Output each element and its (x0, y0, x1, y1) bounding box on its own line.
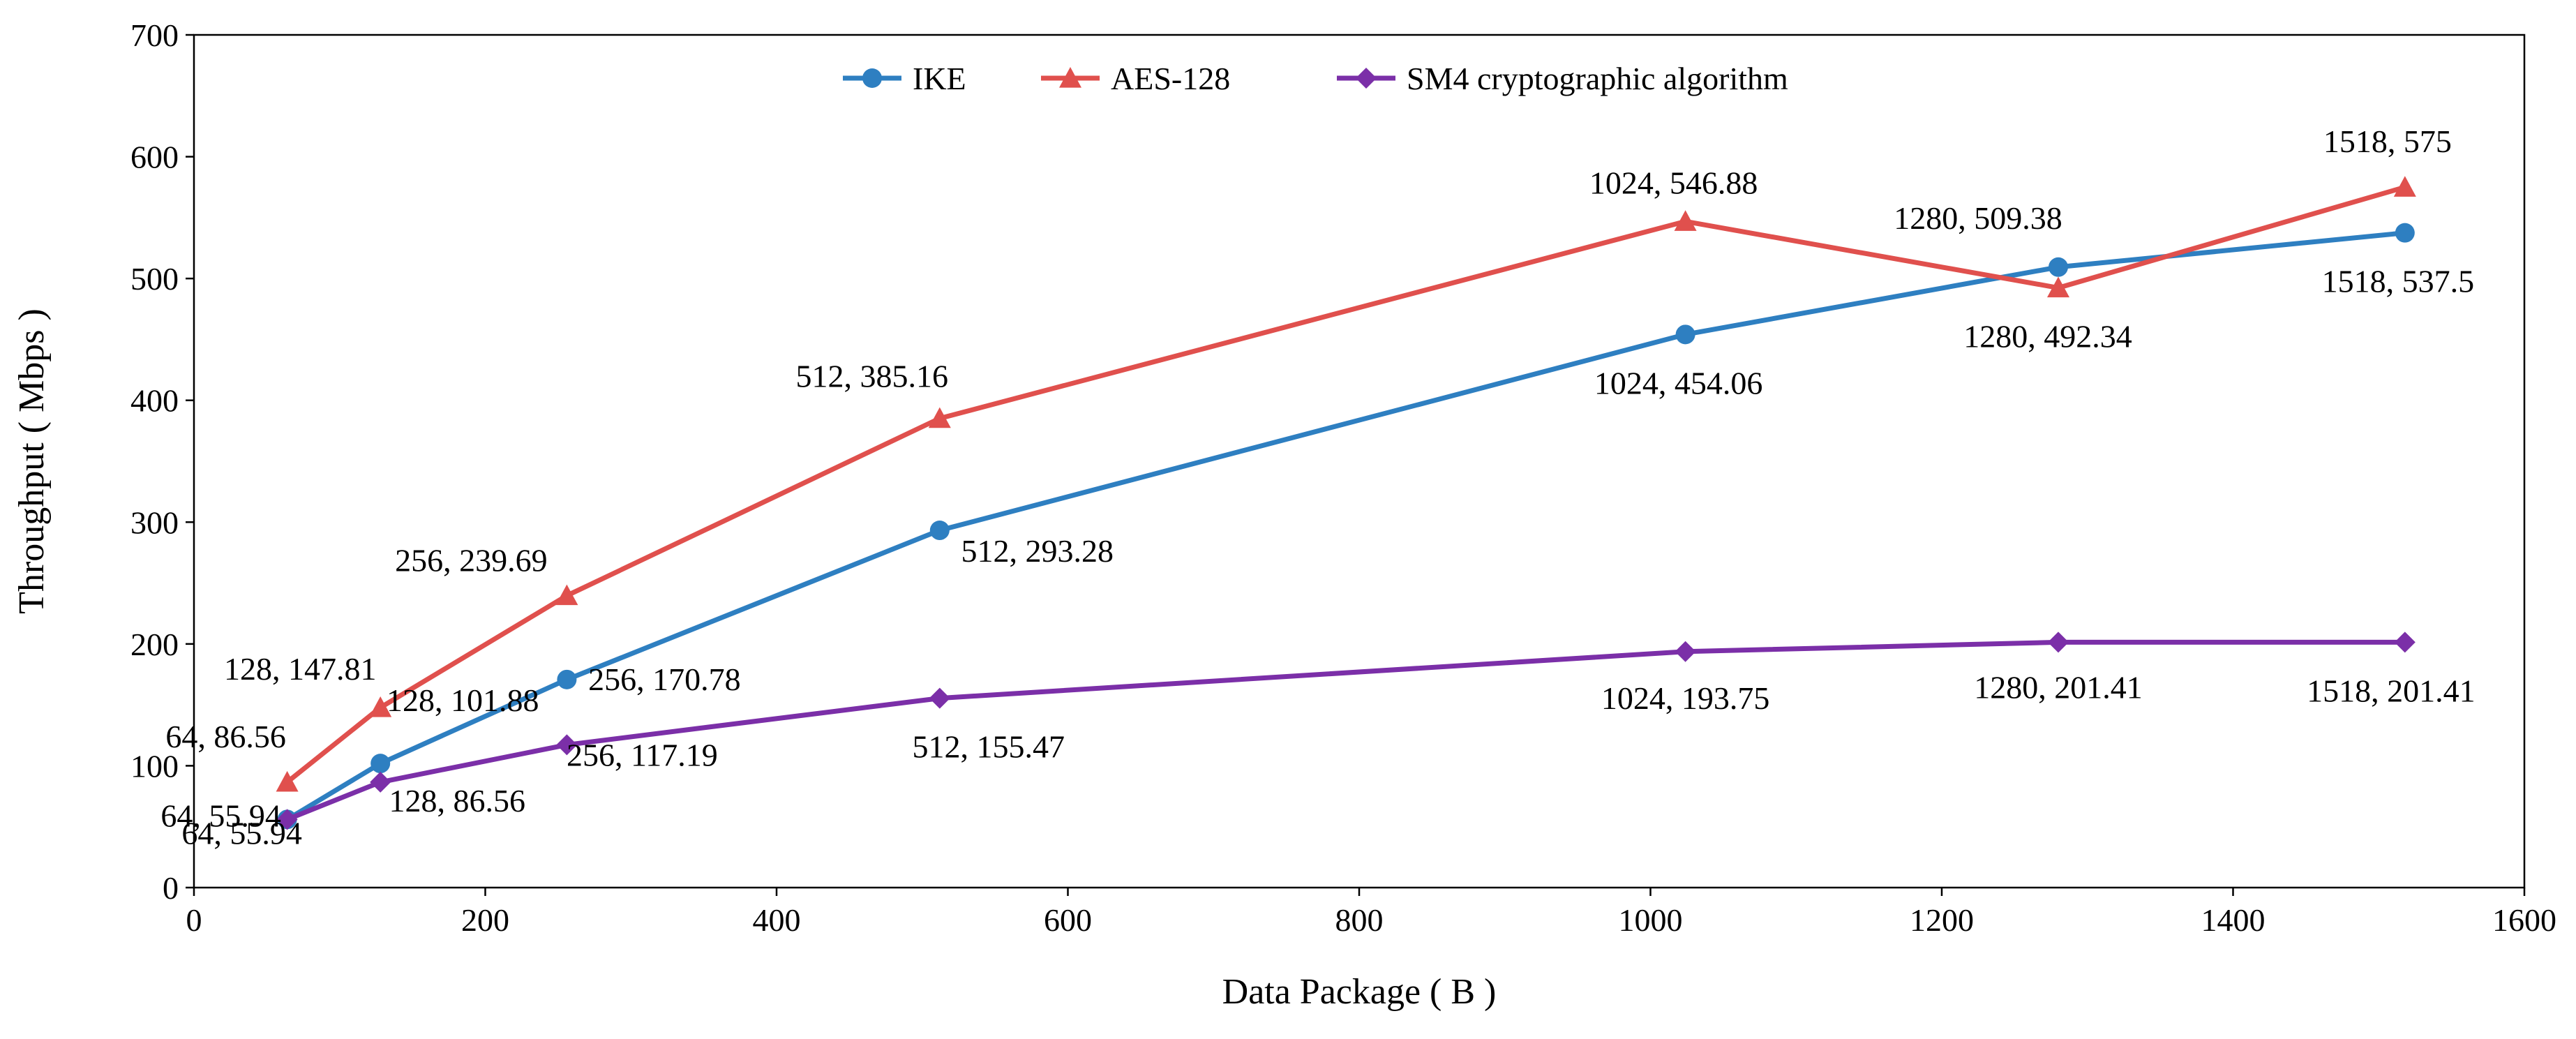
x-tick-label: 400 (753, 902, 801, 938)
legend-marker-ike (862, 68, 882, 88)
data-point-ike (929, 521, 950, 541)
x-tick-label: 200 (461, 902, 509, 938)
legend-marker-sm4 (1356, 68, 1377, 89)
y-tick-label: 700 (130, 17, 179, 53)
data-point-sm4 (2048, 631, 2069, 653)
data-label-aes-128: 1024, 546.88 (1589, 165, 1758, 200)
data-label-ike: 1518, 537.5 (2322, 264, 2475, 299)
data-point-sm4 (370, 771, 391, 793)
data-label-sm4: 128, 86.56 (389, 783, 525, 819)
legend-label-ike: IKE (913, 61, 966, 96)
data-label-ike: 256, 170.78 (588, 661, 741, 697)
data-label-aes-128: 1518, 575 (2323, 124, 2452, 159)
data-label-aes-128: 64, 86.56 (165, 719, 286, 754)
data-point-aes-128 (2047, 276, 2069, 298)
data-label-ike: 1024, 454.06 (1594, 365, 1763, 401)
legend-item-sm4: SM4 cryptographic algorithm (1337, 61, 1788, 96)
data-point-aes-128 (928, 407, 951, 428)
series-layer (276, 176, 2416, 830)
legend-item-aes-128: AES-128 (1041, 61, 1230, 96)
data-label-ike: 64, 55.94 (181, 815, 302, 851)
series-aes-128 (276, 176, 2416, 792)
data-label-ike: 1280, 509.38 (1894, 200, 2062, 236)
y-tick-label: 500 (130, 261, 179, 297)
legend-item-ike: IKE (843, 61, 966, 96)
data-label-aes-128: 128, 147.81 (224, 651, 377, 687)
data-labels: 64, 55.94 128, 101.88 256, 170.78 512, 293.… (160, 124, 2475, 851)
data-point-sm4 (1675, 641, 1696, 662)
data-point-aes-128 (276, 770, 299, 792)
legend-marker-aes-128 (1059, 67, 1081, 88)
y-tick-label: 300 (130, 504, 179, 540)
data-label-aes-128: 256, 239.69 (395, 543, 548, 578)
y-tick-label: 600 (130, 140, 179, 175)
data-point-ike (370, 754, 391, 774)
data-label-sm4: 512, 155.47 (913, 729, 1065, 765)
data-label-sm4: 1280, 201.41 (1974, 669, 2143, 705)
data-label-sm4: 64, 55.94 (160, 798, 281, 833)
data-point-ike (2395, 223, 2415, 243)
data-label-sm4: 1024, 193.75 (1601, 680, 1770, 716)
data-label-ike: 512, 293.28 (961, 533, 1114, 569)
data-point-ike (557, 669, 577, 689)
y-axis-title: Throughput ( Mbps ) (12, 308, 52, 614)
data-point-aes-128 (2393, 176, 2416, 197)
data-label-aes-128: 512, 385.16 (796, 359, 949, 394)
y-tick-label: 0 (163, 870, 179, 906)
x-axis-title: Data Package ( B ) (1222, 972, 1497, 1012)
data-point-ike (1675, 324, 1695, 345)
legend-label-sm4: SM4 cryptographic algorithm (1407, 61, 1788, 96)
legend-label-aes-128: AES-128 (1111, 61, 1230, 96)
data-point-aes-128 (1674, 210, 1697, 231)
x-tick-label: 1600 (2492, 902, 2556, 938)
x-tick-label: 0 (186, 902, 202, 938)
axes: 0 200 400 600 800 1000 1200 1400 1600 0 100 200 300 4… (130, 17, 2556, 938)
data-label-ike: 128, 101.88 (387, 682, 539, 718)
y-tick-label: 400 (130, 383, 179, 419)
y-tick-label: 100 (130, 748, 179, 784)
data-label-sm4: 1518, 201.41 (2307, 673, 2476, 708)
data-point-sm4 (556, 734, 578, 756)
y-tick-label: 200 (130, 627, 179, 662)
data-label-aes-128: 1280, 492.34 (1963, 319, 2132, 354)
x-tick-label: 800 (1335, 902, 1384, 938)
data-point-sm4 (2394, 631, 2416, 653)
series-sm4 (276, 631, 2416, 830)
data-label-sm4: 256, 117.19 (567, 737, 718, 772)
data-point-aes-128 (369, 696, 392, 717)
x-tick-label: 1000 (1619, 902, 1683, 938)
legend: IKE AES-128 SM4 cryptographic algorithm (843, 61, 1788, 96)
x-tick-label: 1200 (1910, 902, 1974, 938)
data-point-ike (2049, 257, 2068, 277)
data-point-sm4 (276, 809, 298, 830)
data-point-sm4 (929, 687, 950, 709)
x-tick-label: 1400 (2201, 902, 2266, 938)
data-point-aes-128 (555, 584, 578, 606)
x-tick-label: 600 (1044, 902, 1092, 938)
